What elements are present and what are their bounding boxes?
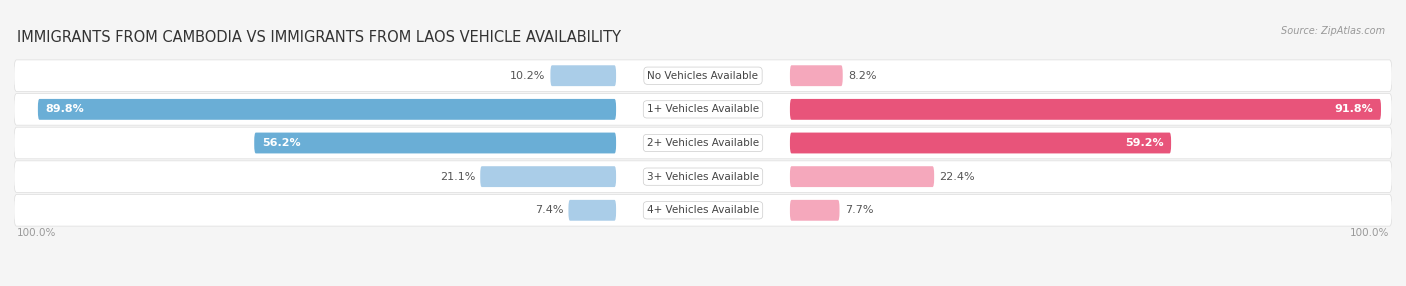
Text: 10.2%: 10.2% [510,71,546,81]
FancyBboxPatch shape [550,65,616,86]
Text: No Vehicles Available: No Vehicles Available [648,71,758,81]
Text: 2+ Vehicles Available: 2+ Vehicles Available [647,138,759,148]
FancyBboxPatch shape [790,200,839,221]
FancyBboxPatch shape [14,194,1392,226]
Text: 89.8%: 89.8% [45,104,84,114]
FancyBboxPatch shape [14,60,1392,92]
Text: 8.2%: 8.2% [848,71,876,81]
Text: 100.0%: 100.0% [17,228,56,238]
Text: 3+ Vehicles Available: 3+ Vehicles Available [647,172,759,182]
FancyBboxPatch shape [14,161,1392,192]
FancyBboxPatch shape [790,166,934,187]
Text: 4+ Vehicles Available: 4+ Vehicles Available [647,205,759,215]
Text: IMMIGRANTS FROM CAMBODIA VS IMMIGRANTS FROM LAOS VEHICLE AVAILABILITY: IMMIGRANTS FROM CAMBODIA VS IMMIGRANTS F… [17,30,621,45]
Text: 22.4%: 22.4% [939,172,974,182]
Text: 21.1%: 21.1% [440,172,475,182]
FancyBboxPatch shape [790,65,842,86]
FancyBboxPatch shape [481,166,616,187]
FancyBboxPatch shape [790,133,1171,153]
Text: 91.8%: 91.8% [1334,104,1374,114]
FancyBboxPatch shape [38,99,616,120]
Text: 56.2%: 56.2% [262,138,301,148]
FancyBboxPatch shape [254,133,616,153]
FancyBboxPatch shape [790,99,1381,120]
Text: 7.7%: 7.7% [845,205,873,215]
FancyBboxPatch shape [14,94,1392,125]
FancyBboxPatch shape [14,127,1392,159]
FancyBboxPatch shape [568,200,616,221]
Text: 100.0%: 100.0% [1350,228,1389,238]
Text: 1+ Vehicles Available: 1+ Vehicles Available [647,104,759,114]
Text: 59.2%: 59.2% [1125,138,1163,148]
Text: 7.4%: 7.4% [534,205,564,215]
Text: Source: ZipAtlas.com: Source: ZipAtlas.com [1281,26,1385,36]
